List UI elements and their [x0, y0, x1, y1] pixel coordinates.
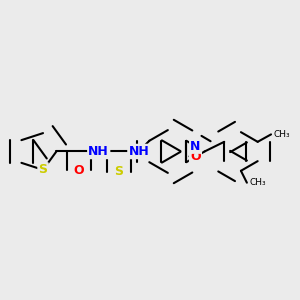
Text: S: S [114, 165, 123, 178]
Text: NH: NH [128, 145, 149, 158]
Text: O: O [74, 164, 84, 177]
Text: O: O [190, 150, 201, 163]
Text: NH: NH [88, 145, 109, 158]
Text: CH₃: CH₃ [249, 178, 266, 187]
Text: S: S [38, 164, 47, 176]
Text: N: N [190, 140, 201, 153]
Text: CH₃: CH₃ [273, 130, 290, 139]
